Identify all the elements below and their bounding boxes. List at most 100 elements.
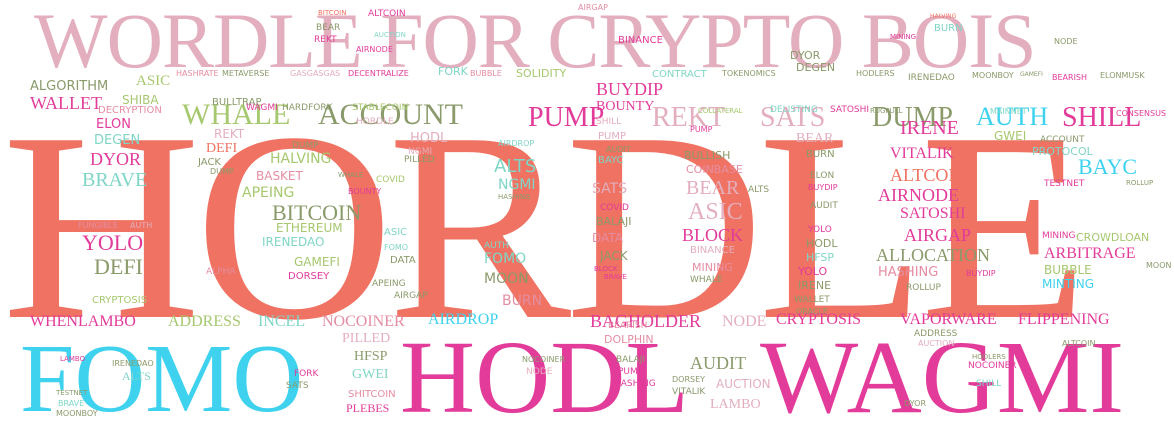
word-bitcoin: BITCOIN: [272, 200, 362, 225]
word-dump-mid: DUMP: [210, 167, 234, 176]
word-yolo: YOLO: [82, 230, 144, 255]
word-covid: COVID: [376, 175, 405, 185]
word-data-mid: DATA: [592, 231, 623, 245]
word-fork-bottom: FORK: [294, 369, 319, 379]
word-auth-small: AUTH: [130, 221, 153, 230]
word-bullish: BULLISH: [684, 149, 731, 162]
word-nocoiner-right: NOCOINER: [968, 361, 1017, 371]
word-gasgasgas: GASGASGAS: [290, 69, 341, 78]
word-node: NODE: [722, 313, 767, 330]
word-airnode-top: AIRNODE: [356, 45, 393, 54]
word-shill-mid: SHILL: [596, 117, 622, 127]
word-node-bottom: NODE: [526, 367, 553, 377]
word-pilled: PILLED: [404, 155, 435, 165]
word-bayc: BAYC: [1078, 154, 1138, 179]
word-data: DATA: [390, 255, 416, 266]
word-asic-mid: ASIC: [384, 227, 408, 238]
word-moon: MOON: [484, 271, 529, 287]
word-hordle: HORDLE: [2, 77, 1088, 376]
word-wagmi-small: WAGMI: [246, 103, 278, 113]
word-defi: DEFI: [94, 254, 143, 279]
word-dorsey: DORSEY: [288, 271, 330, 282]
word-moonboy: MOONBOY: [972, 71, 1014, 80]
word-brave-small: BRAVE: [604, 273, 627, 281]
word-dump: DUMP: [872, 102, 953, 133]
word-ethereum: ETHEREUM: [276, 221, 343, 235]
word-moonboy-bottom: MOONBOY: [56, 409, 98, 418]
word-vitalik: VITALIK: [890, 145, 954, 162]
word-account: ACCOUNT: [318, 98, 464, 131]
word-dump-o: DUMP: [292, 141, 319, 151]
word-mining-top: MINING: [890, 33, 917, 41]
word-rollup: ROLLUP: [1126, 179, 1154, 187]
word-apeing-small: APEING: [372, 279, 406, 289]
word-altcoin-top: ALTCOIN: [368, 9, 406, 19]
word-irene-l: IRENE: [798, 279, 832, 292]
word-elonmusk: ELONMUSK: [1100, 71, 1145, 80]
word-sats-bottom: SATS: [286, 381, 309, 391]
word-ngmi-mid: NGMI: [408, 147, 433, 157]
word-fomo-mid: FOMO: [384, 243, 409, 252]
word-vitalik-bottom: VITALIK: [672, 387, 706, 397]
word-sats-mid: SATS: [592, 181, 628, 197]
word-collateral: COLLATERAL: [698, 107, 743, 115]
word-bagholder: BAGHOLDER: [590, 311, 701, 331]
word-allocation: ALLOCATION: [876, 245, 990, 265]
word-arbitrage: ARBITRAGE: [1044, 245, 1136, 262]
word-nocoiner-bottom: NOCOINER: [522, 355, 566, 364]
word-hordle-small: HORDLE: [356, 117, 394, 127]
word-bear-top: BEAR: [316, 23, 341, 33]
word-hodlers: HODLERS: [856, 69, 895, 78]
word-crowdloan: CROWDLOAN: [1076, 231, 1150, 244]
word-auth: AUTH: [976, 102, 1049, 131]
word-hfsp-bottom: HFSP: [354, 349, 388, 364]
word-ngmi: NGMI: [498, 177, 536, 193]
word-bear-l: BEAR: [796, 131, 834, 146]
word-rollup-e: ROLLUP: [906, 283, 941, 293]
word-asic-small: ASIC: [136, 73, 171, 89]
word-bear: BEAR: [686, 177, 740, 199]
word-account-small: ACCOUNT: [1040, 135, 1085, 145]
word-pump-mid: PUMP: [598, 131, 627, 142]
word-halving-top: HALVING: [930, 13, 957, 20]
word-hashrate: HASHRATE: [176, 69, 219, 78]
word-mining: MINING: [1042, 231, 1076, 241]
word-stablecoin: STABLECOIN: [352, 103, 409, 113]
word-degen: DEGEN: [796, 61, 836, 74]
word-block-small: BLOCK: [594, 265, 618, 273]
word-audit-l: AUDIT: [810, 201, 838, 211]
word-alpha: ALPHA: [206, 267, 236, 277]
word-audit-mid: AUDIT: [606, 145, 631, 154]
word-hodl-mid: HODL: [410, 131, 448, 146]
word-hodl-l: HODL: [806, 237, 838, 250]
word-lambo-bottom: LAMBO: [60, 355, 86, 363]
word-bulltrap: BULLTRAP: [212, 97, 262, 108]
word-basket: BASKET: [256, 169, 303, 183]
word-binance-mid: BINANCE: [690, 245, 735, 256]
word-yolo-l2: YOLO: [798, 265, 828, 278]
word-plebes: PLEBES: [346, 401, 390, 415]
word-auction: AUCTION: [716, 377, 771, 391]
word-address: ADDRESS: [168, 313, 241, 330]
word-gamefi-top: GAMEFI: [1020, 71, 1043, 78]
word-yolo-l: YOLO: [808, 225, 832, 235]
word-airgap-mid: AIRGAP: [394, 291, 428, 301]
word-airdrop-mid: AIRDROP: [498, 139, 535, 148]
word-pump: PUMP: [528, 102, 605, 133]
word-bounty: BOUNTY: [596, 99, 655, 114]
word-moon-right: MOON: [1146, 261, 1172, 270]
word-irene: IRENE: [900, 117, 959, 139]
word-altcoin-big: ALTCOIN: [890, 165, 968, 185]
word-apeing: APEING: [242, 185, 295, 201]
word-jack-mid: JACK: [198, 157, 221, 168]
word-whenlambo: WHENLAMBO: [30, 313, 136, 330]
word-dolphin: DOLPHIN: [604, 333, 654, 346]
word-binance-top: BINANCE: [618, 35, 663, 46]
word-satoshi: SATOSHI: [900, 205, 966, 222]
word-irenedao-bottom: IRENEDAO: [112, 359, 154, 368]
word-alts-bottom: ALTS: [122, 369, 151, 383]
word-bubble-small: BUBBLE: [470, 69, 502, 78]
word-delisting: DELISTING: [770, 105, 818, 115]
word-satoshi-small: SATOSHI: [830, 105, 870, 115]
word-audit-bottom: AUDIT: [690, 353, 746, 373]
